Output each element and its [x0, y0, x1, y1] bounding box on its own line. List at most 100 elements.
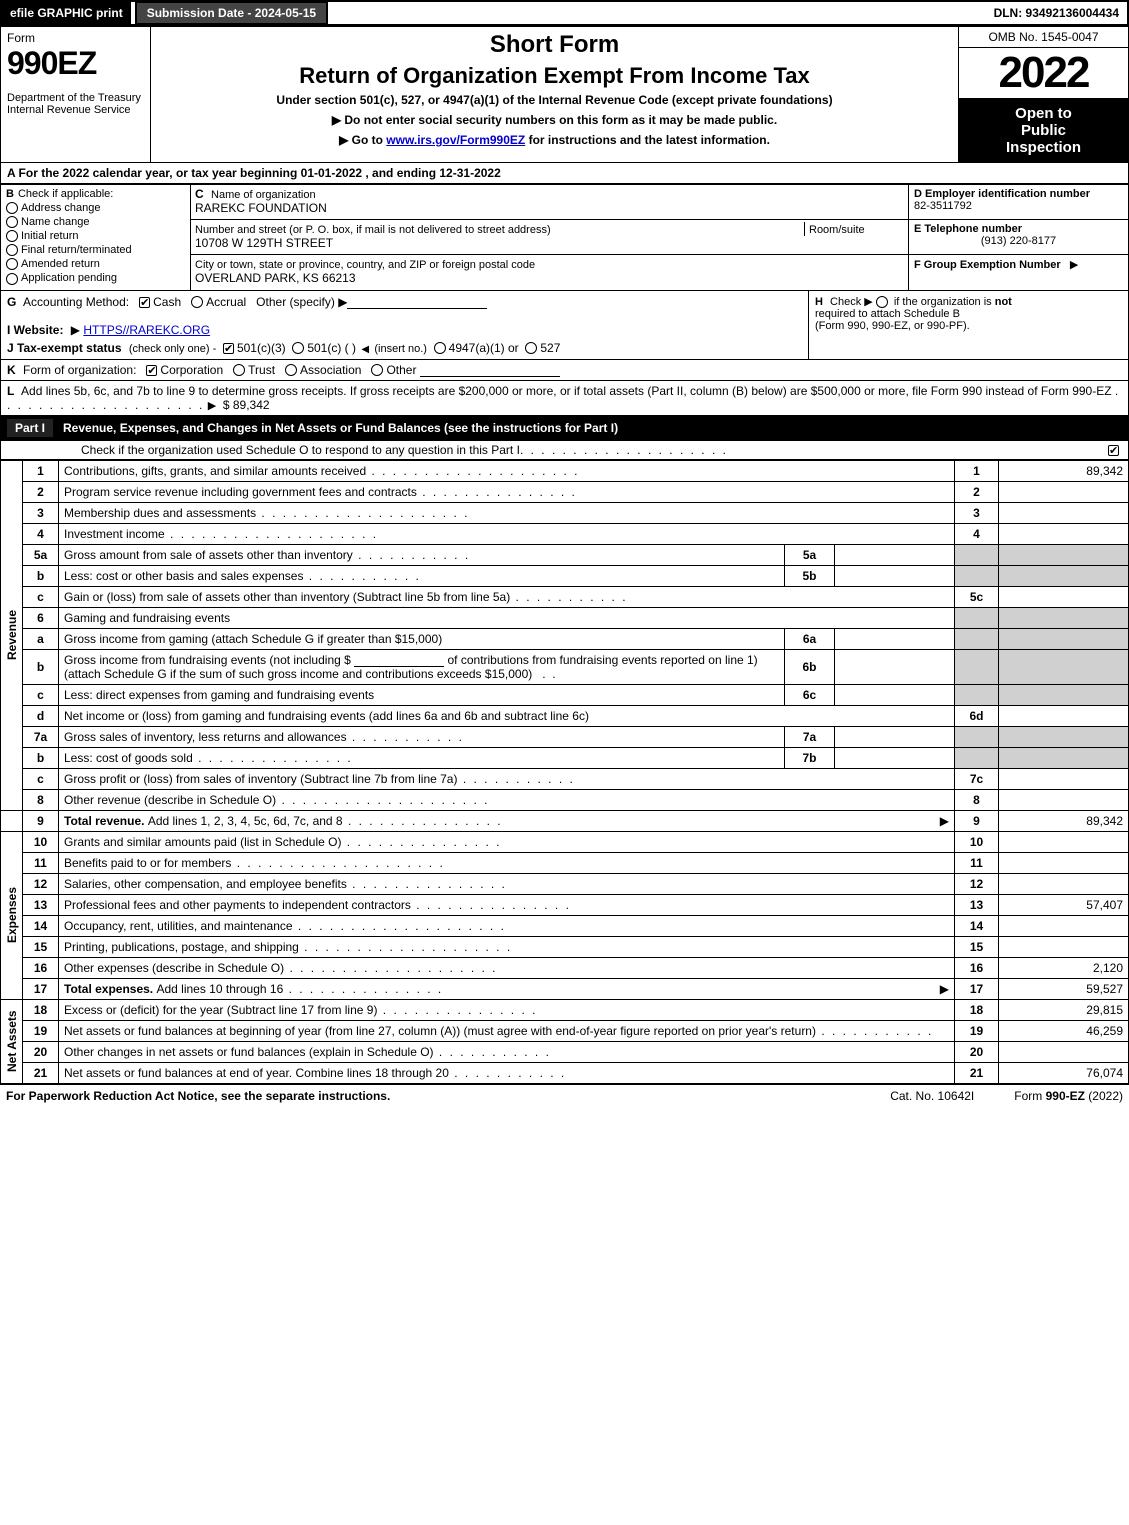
- l2-code: 2: [955, 481, 999, 502]
- l13-dots: [411, 898, 571, 912]
- l6b-num: b: [23, 649, 59, 684]
- l10-num: 10: [23, 831, 59, 852]
- l6d-num: d: [23, 705, 59, 726]
- phone: (913) 220-8177: [981, 235, 1056, 247]
- checkbox-527[interactable]: [525, 342, 537, 354]
- l12-text-span: Salaries, other compensation, and employ…: [64, 877, 347, 891]
- h-text3: required to attach Schedule B: [815, 308, 960, 320]
- l19-code: 19: [955, 1020, 999, 1041]
- checkbox-name-change[interactable]: [6, 216, 18, 228]
- l17-num: 17: [23, 978, 59, 999]
- checkbox-4947[interactable]: [434, 342, 446, 354]
- l20-amount: [999, 1041, 1129, 1062]
- section-c-name: C Name of organization RAREKC FOUNDATION: [191, 185, 909, 220]
- l5c-code: 5c: [955, 586, 999, 607]
- l5a-text-span: Gross amount from sale of assets other t…: [64, 548, 353, 562]
- g-label: G: [7, 295, 16, 309]
- l11-dots: [231, 856, 444, 870]
- l5a-sub: 5a: [785, 544, 835, 565]
- opt-application-pending: Application pending: [21, 272, 117, 284]
- form-header: Form 990EZ Department of the Treasury In…: [0, 26, 1129, 163]
- l6a-text: Gross income from gaming (attach Schedul…: [59, 628, 785, 649]
- l21-num: 21: [23, 1062, 59, 1083]
- checkbox-initial-return[interactable]: [6, 230, 18, 242]
- print-label[interactable]: print: [96, 6, 123, 20]
- h-not: not: [995, 296, 1012, 308]
- l5b-val: [835, 565, 955, 586]
- checkbox-address-change[interactable]: [6, 202, 18, 214]
- checkbox-trust[interactable]: [233, 364, 245, 376]
- i-label: I Website:: [7, 323, 67, 337]
- l18-text-span: Excess or (deficit) for the year (Subtra…: [64, 1003, 377, 1017]
- checkbox-other[interactable]: [371, 364, 383, 376]
- checkbox-501c3[interactable]: [223, 343, 234, 354]
- l1-text: Contributions, gifts, grants, and simila…: [59, 460, 955, 481]
- l14-code: 14: [955, 915, 999, 936]
- instr-link[interactable]: www.irs.gov/Form990EZ: [386, 133, 525, 147]
- checkbox-amended-return[interactable]: [6, 258, 18, 270]
- street-label: Number and street (or P. O. box, if mail…: [195, 224, 551, 236]
- room-label: Room/suite: [809, 224, 865, 236]
- l12-dots: [347, 877, 507, 891]
- part1-title-wrap: Revenue, Expenses, and Changes in Net As…: [63, 421, 1122, 435]
- l10-code: 10: [955, 831, 999, 852]
- checkbox-application-pending[interactable]: [6, 273, 18, 285]
- l8-code: 8: [955, 789, 999, 810]
- checkbox-final-return[interactable]: [6, 244, 18, 256]
- l5c-text-span: Gain or (loss) from sale of assets other…: [64, 590, 510, 604]
- l11-num: 11: [23, 852, 59, 873]
- l2-text: Program service revenue including govern…: [59, 481, 955, 502]
- org-info-table: BCheck if applicable: Address change Nam…: [0, 184, 1129, 291]
- l5c-amount: [999, 586, 1129, 607]
- l6b-text: Gross income from fundraising events (no…: [59, 649, 785, 684]
- l9-text: Total revenue. Add lines 1, 2, 3, 4, 5c,…: [59, 810, 955, 831]
- l6a-val: [835, 628, 955, 649]
- l-label: L: [7, 384, 14, 398]
- l16-amount: 2,120: [999, 957, 1129, 978]
- omb-cell: OMB No. 1545-0047 2022: [959, 27, 1129, 99]
- l13-text: Professional fees and other payments to …: [59, 894, 955, 915]
- part1-header: Part I Revenue, Expenses, and Changes in…: [0, 416, 1129, 441]
- l7b-sub: 7b: [785, 747, 835, 768]
- tri-left-icon: [359, 341, 371, 355]
- checkbox-accrual[interactable]: [191, 296, 203, 308]
- section-f: F Group Exemption Number ▶: [909, 255, 1129, 290]
- l7c-num: c: [23, 768, 59, 789]
- dept-treasury: Department of the Treasury: [7, 92, 144, 104]
- main-title: Return of Organization Exempt From Incom…: [157, 63, 952, 89]
- l6b-shade1: [955, 649, 999, 684]
- l6a-shade1: [955, 628, 999, 649]
- l6-shade2: [999, 607, 1129, 628]
- checkbox-part1-schedo[interactable]: [1108, 445, 1119, 456]
- l3-text: Membership dues and assessments: [59, 502, 955, 523]
- l21-dots: [449, 1066, 566, 1080]
- l6-shade1: [955, 607, 999, 628]
- c-label: C: [195, 187, 204, 201]
- j-501c: 501(c) ( ): [307, 341, 356, 355]
- j-527: 527: [540, 341, 560, 355]
- l11-text: Benefits paid to or for members: [59, 852, 955, 873]
- checkbox-assoc[interactable]: [285, 364, 297, 376]
- l7a-sub: 7a: [785, 726, 835, 747]
- l11-text-span: Benefits paid to or for members: [64, 856, 231, 870]
- l6c-val: [835, 684, 955, 705]
- opt-final-return: Final return/terminated: [21, 244, 132, 256]
- l1-dots: [366, 464, 579, 478]
- l6a-sub: 6a: [785, 628, 835, 649]
- website-link[interactable]: HTTPS//RAREKC.ORG: [83, 323, 210, 337]
- section-a: A For the 2022 calendar year, or tax yea…: [0, 163, 1129, 184]
- l13-amount: 57,407: [999, 894, 1129, 915]
- sub-title: Under section 501(c), 527, or 4947(a)(1)…: [157, 93, 952, 107]
- checkbox-cash[interactable]: [139, 297, 150, 308]
- checkbox-corp[interactable]: [146, 365, 157, 376]
- l2-amount: [999, 481, 1129, 502]
- l6b-shade2: [999, 649, 1129, 684]
- open-inspection-cell: Open to Public Inspection: [959, 99, 1129, 163]
- l7c-code: 7c: [955, 768, 999, 789]
- checkbox-501c[interactable]: [292, 342, 304, 354]
- l4-dots: [165, 527, 378, 541]
- checkbox-h[interactable]: [876, 296, 888, 308]
- l16-dots: [284, 961, 497, 975]
- l11-code: 11: [955, 852, 999, 873]
- l5b-text-span: Less: cost or other basis and sales expe…: [64, 569, 303, 583]
